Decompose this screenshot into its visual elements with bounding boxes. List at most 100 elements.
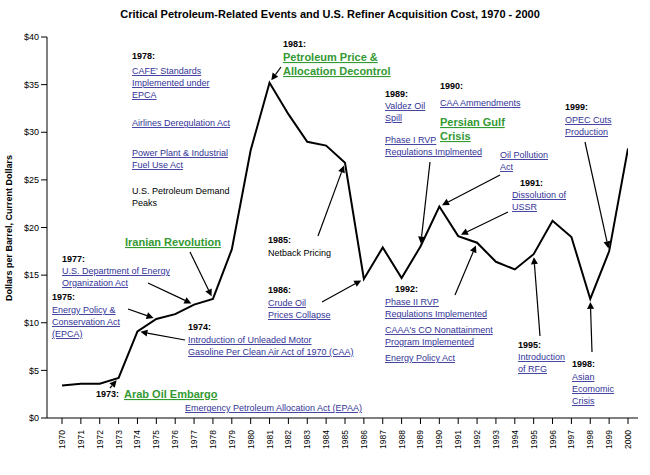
- svg-text:Regulations Implemented: Regulations Implemented: [385, 309, 487, 319]
- svg-text:Program Implemented: Program Implemented: [385, 337, 474, 347]
- svg-text:Persian Gulf: Persian Gulf: [440, 116, 505, 128]
- svg-text:Gasoline Per Clean Air Act of: Gasoline Per Clean Air Act of 1970 (CAA): [188, 347, 354, 357]
- svg-text:$40: $40: [24, 32, 39, 42]
- svg-text:Asian: Asian: [572, 372, 595, 382]
- svg-text:Regulations Implmented: Regulations Implmented: [385, 147, 482, 157]
- svg-text:1997: 1997: [566, 430, 576, 449]
- svg-text:1986:: 1986:: [268, 285, 291, 295]
- svg-text:Iranian Revolution: Iranian Revolution: [125, 236, 221, 248]
- svg-text:$25: $25: [24, 175, 39, 185]
- svg-text:1993: 1993: [491, 430, 501, 449]
- svg-text:Act: Act: [500, 162, 514, 172]
- svg-text:(EPCA): (EPCA): [52, 329, 83, 339]
- svg-text:Phase II RVP: Phase II RVP: [385, 297, 439, 307]
- svg-text:1992: 1992: [472, 430, 482, 449]
- svg-text:Allocation Decontrol: Allocation Decontrol: [283, 65, 391, 77]
- svg-text:1975:: 1975:: [52, 292, 75, 302]
- svg-text:1973:: 1973:: [96, 389, 119, 399]
- svg-text:USSR: USSR: [512, 202, 538, 212]
- svg-text:1999: 1999: [604, 430, 614, 449]
- svg-text:1990:: 1990:: [440, 81, 463, 91]
- svg-text:1979: 1979: [227, 430, 237, 449]
- svg-text:$35: $35: [24, 80, 39, 90]
- svg-text:1991:: 1991:: [520, 178, 543, 188]
- svg-text:CAFE' Standards: CAFE' Standards: [132, 66, 202, 76]
- svg-text:$0: $0: [29, 413, 39, 423]
- svg-text:Prices Collapse: Prices Collapse: [268, 310, 331, 320]
- svg-text:Critical Petroleum-Related Eve: Critical Petroleum-Related Events and U.…: [120, 8, 540, 20]
- svg-text:1984: 1984: [321, 430, 331, 449]
- svg-text:1985: 1985: [340, 430, 350, 449]
- svg-text:Fuel Use Act: Fuel Use Act: [132, 160, 184, 170]
- svg-text:$10: $10: [24, 318, 39, 328]
- svg-text:1999:: 1999:: [565, 102, 588, 112]
- svg-text:1972: 1972: [95, 430, 105, 449]
- svg-text:1977:: 1977:: [62, 254, 85, 264]
- svg-text:Petroleum Price &: Petroleum Price &: [283, 51, 378, 63]
- svg-text:Dissolution of: Dissolution of: [512, 190, 567, 200]
- svg-text:1981: 1981: [265, 430, 275, 449]
- svg-text:CAAA's CO Nonattainment: CAAA's CO Nonattainment: [385, 325, 493, 335]
- svg-text:1978: 1978: [208, 430, 218, 449]
- svg-text:Oil Pollution: Oil Pollution: [500, 150, 548, 160]
- svg-text:Production: Production: [565, 127, 608, 137]
- svg-text:2000: 2000: [623, 430, 633, 449]
- svg-text:Crisis: Crisis: [440, 130, 471, 142]
- svg-text:1989: 1989: [415, 430, 425, 449]
- svg-text:Peaks: Peaks: [132, 198, 158, 208]
- svg-text:Energy Policy &: Energy Policy &: [52, 305, 116, 315]
- svg-text:Valdez Oil: Valdez Oil: [385, 101, 425, 111]
- svg-text:1987: 1987: [378, 430, 388, 449]
- svg-text:Organization Act: Organization Act: [62, 278, 129, 288]
- svg-text:1996: 1996: [548, 430, 558, 449]
- svg-text:1986: 1986: [359, 430, 369, 449]
- svg-text:U.S. Petroleum Demand: U.S. Petroleum Demand: [132, 186, 230, 196]
- svg-text:1974:: 1974:: [188, 322, 211, 332]
- svg-text:Airlines Deregulation Act: Airlines Deregulation Act: [132, 118, 231, 128]
- svg-text:1992:: 1992:: [395, 284, 418, 294]
- svg-text:$15: $15: [24, 270, 39, 280]
- svg-text:1990: 1990: [434, 430, 444, 449]
- svg-text:Crisis: Crisis: [572, 396, 595, 406]
- svg-text:Spill: Spill: [385, 113, 402, 123]
- svg-text:Energy Policy Act: Energy Policy Act: [385, 353, 456, 363]
- svg-text:Phase I RVP: Phase I RVP: [385, 135, 436, 145]
- svg-text:1991: 1991: [453, 430, 463, 449]
- svg-text:1971: 1971: [76, 430, 86, 449]
- svg-text:OPEC Cuts: OPEC Cuts: [565, 115, 612, 125]
- svg-text:1995:: 1995:: [518, 340, 541, 350]
- svg-text:1976: 1976: [170, 430, 180, 449]
- svg-text:1988: 1988: [397, 430, 407, 449]
- svg-text:EPCA: EPCA: [132, 90, 157, 100]
- svg-text:1980: 1980: [246, 430, 256, 449]
- svg-text:1998:: 1998:: [572, 359, 595, 369]
- svg-text:1975: 1975: [151, 430, 161, 449]
- svg-text:1981:: 1981:: [283, 39, 306, 49]
- svg-text:1985:: 1985:: [268, 235, 291, 245]
- svg-text:Power Plant & Industrial: Power Plant & Industrial: [132, 148, 228, 158]
- svg-text:1977: 1977: [189, 430, 199, 449]
- svg-text:$5: $5: [29, 366, 39, 376]
- svg-text:1982: 1982: [283, 430, 293, 449]
- svg-text:1994: 1994: [510, 430, 520, 449]
- svg-text:Emergency Petroleum Allocation: Emergency Petroleum Allocation Act (EPAA…: [185, 403, 362, 413]
- svg-text:Introduction of Unleaded Motor: Introduction of Unleaded Motor: [188, 335, 312, 345]
- svg-text:1995: 1995: [529, 430, 539, 449]
- svg-text:Crude Oil: Crude Oil: [268, 298, 306, 308]
- svg-text:Implemented under: Implemented under: [132, 78, 210, 88]
- svg-text:1989:: 1989:: [385, 89, 408, 99]
- svg-text:1983: 1983: [302, 430, 312, 449]
- svg-text:of RFG: of RFG: [518, 364, 547, 374]
- svg-text:1970: 1970: [57, 430, 67, 449]
- svg-text:CAA Ammendments: CAA Ammendments: [440, 98, 521, 108]
- svg-text:Ecomomic: Ecomomic: [572, 384, 615, 394]
- svg-text:1974: 1974: [132, 430, 142, 449]
- svg-text:$30: $30: [24, 127, 39, 137]
- svg-text:1973: 1973: [114, 430, 124, 449]
- svg-text:Dollars per Barrel, Current Do: Dollars per Barrel, Current Dollars: [4, 155, 14, 301]
- svg-text:1998: 1998: [585, 430, 595, 449]
- svg-text:$20: $20: [24, 223, 39, 233]
- svg-text:Netback Pricing: Netback Pricing: [268, 248, 331, 258]
- svg-text:Arab Oil Embargo: Arab Oil Embargo: [124, 388, 218, 400]
- svg-text:Introduction: Introduction: [518, 352, 565, 362]
